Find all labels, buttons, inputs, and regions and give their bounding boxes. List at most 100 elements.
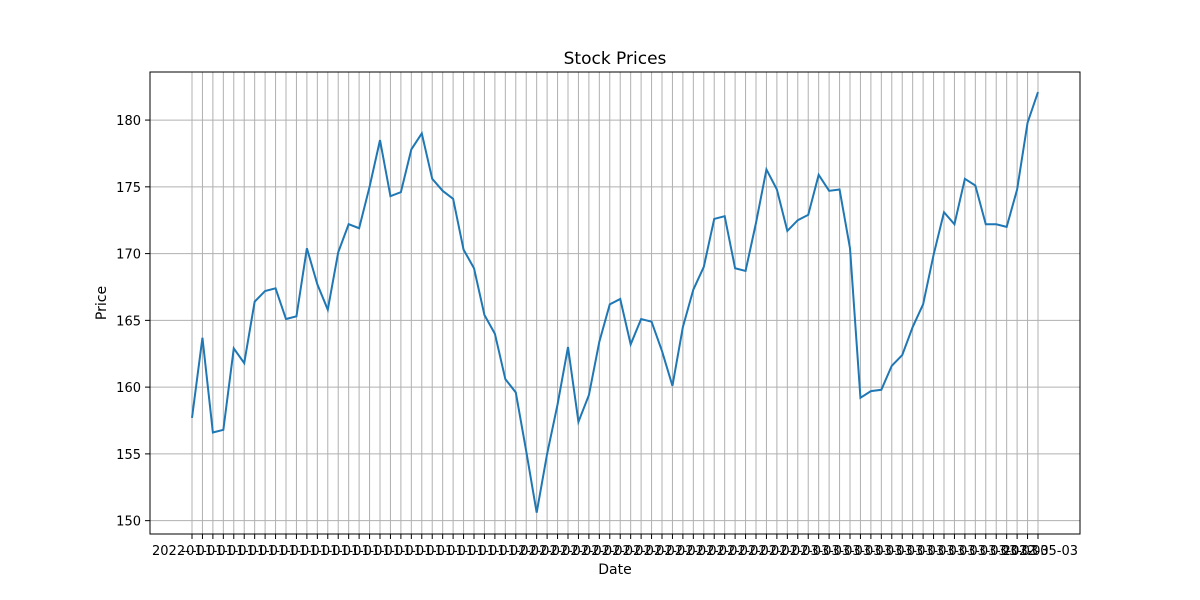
x-tick-label: -02 [505, 544, 526, 559]
data-point [598, 341, 600, 343]
x-tick-label: -01 [422, 544, 443, 559]
x-tick-label: -01 [317, 544, 338, 559]
data-point [1026, 122, 1028, 124]
y-tick-label: 150 [116, 515, 141, 530]
y-tick-label: 165 [116, 314, 141, 329]
x-tick-label: -01 [453, 544, 474, 559]
y-axis-ticks: 150 155 160 165 170 175 180 [116, 114, 150, 530]
data-point [243, 362, 245, 364]
x-tick-label: -03 [912, 544, 933, 559]
x-tick-label: -02 [672, 544, 693, 559]
x-tick-label: -01 [265, 544, 286, 559]
x-tick-label: -01 [202, 544, 223, 559]
data-point [525, 450, 527, 452]
data-point [911, 326, 913, 328]
x-tick-label: -02 [568, 544, 589, 559]
data-point [452, 198, 454, 200]
data-point [995, 223, 997, 225]
x-tick-label: -03 [881, 544, 902, 559]
x-tick-label: -01 [234, 544, 255, 559]
x-tick-label: -03 [1006, 544, 1027, 559]
data-point [703, 266, 705, 268]
data-point [400, 191, 402, 193]
x-tick-label: -01 [192, 544, 213, 559]
data-point [212, 431, 214, 433]
data-point [306, 247, 308, 249]
x-tick-label: -02 [630, 544, 651, 559]
data-point [347, 223, 349, 225]
data-point [640, 318, 642, 320]
series-line [191, 91, 1039, 513]
x-tick-label: -02 [536, 544, 557, 559]
data-point [974, 184, 976, 186]
data-point [462, 248, 464, 250]
data-point [682, 326, 684, 328]
data-point [358, 227, 360, 229]
x-tick-label-first: 2022- [152, 544, 190, 559]
data-point [494, 333, 496, 335]
data-point [201, 337, 203, 339]
y-tick-label: 160 [116, 381, 141, 396]
data-point [734, 267, 736, 269]
data-point [629, 343, 631, 345]
data-point [859, 397, 861, 399]
x-tick-label: -01 [244, 544, 265, 559]
x-tick-label: -02 [651, 544, 672, 559]
data-point [713, 218, 715, 220]
data-point [744, 270, 746, 272]
data-point [922, 303, 924, 305]
x-tick-label: -02 [724, 544, 745, 559]
x-tick-label: -01 [359, 544, 380, 559]
data-point [1005, 226, 1007, 228]
x-tick-label: -03 [944, 544, 965, 559]
data-point [807, 214, 809, 216]
data-point [567, 346, 569, 348]
x-tick-label: -02 [547, 544, 568, 559]
data-point [556, 403, 558, 405]
data-point [786, 230, 788, 232]
plot-frame [149, 71, 1081, 535]
y-tick-label: 170 [116, 248, 141, 263]
x-tick-label: -02 [766, 544, 787, 559]
data-point [891, 365, 893, 367]
x-tick-label: -02 [526, 544, 547, 559]
data-point [755, 222, 757, 224]
data-point [588, 394, 590, 396]
data-point [838, 188, 840, 190]
data-point [817, 174, 819, 176]
x-tick-label: -01 [213, 544, 234, 559]
data-point [964, 178, 966, 180]
x-tick-label: -01 [328, 544, 349, 559]
data-point [233, 347, 235, 349]
x-tick-label: -01 [411, 544, 432, 559]
x-tick-label: -01 [296, 544, 317, 559]
x-tick-label: -03 [1017, 544, 1038, 559]
x-tick-label: -02 [756, 544, 777, 559]
x-tick-label: -01 [390, 544, 411, 559]
y-tick-label: 180 [116, 114, 141, 129]
data-point [901, 354, 903, 356]
x-tick-label: -02 [610, 544, 631, 559]
data-point [535, 511, 537, 513]
x-tick-label: -03 [933, 544, 954, 559]
data-point [943, 211, 945, 213]
x-tick-label: -03 [954, 544, 975, 559]
x-tick-label: -02 [599, 544, 620, 559]
x-tick-label: -01 [474, 544, 495, 559]
x-tick-label: -03 [839, 544, 860, 559]
x-tick-label: -02 [735, 544, 756, 559]
data-point [828, 190, 830, 192]
data-point [1037, 91, 1039, 93]
data-point [880, 389, 882, 391]
x-tick-label: -01 [484, 544, 505, 559]
x-tick-label: -01 [463, 544, 484, 559]
x-tick-label: -01 [338, 544, 359, 559]
data-point [671, 385, 673, 387]
data-point [515, 391, 517, 393]
x-tick-label: -03 [829, 544, 850, 559]
x-tick-label-last: 2022-05-03 [1002, 544, 1078, 559]
data-point [421, 132, 423, 134]
x-tick-label: -02 [557, 544, 578, 559]
data-point [222, 429, 224, 431]
horizontal-gridlines [150, 119, 1080, 522]
